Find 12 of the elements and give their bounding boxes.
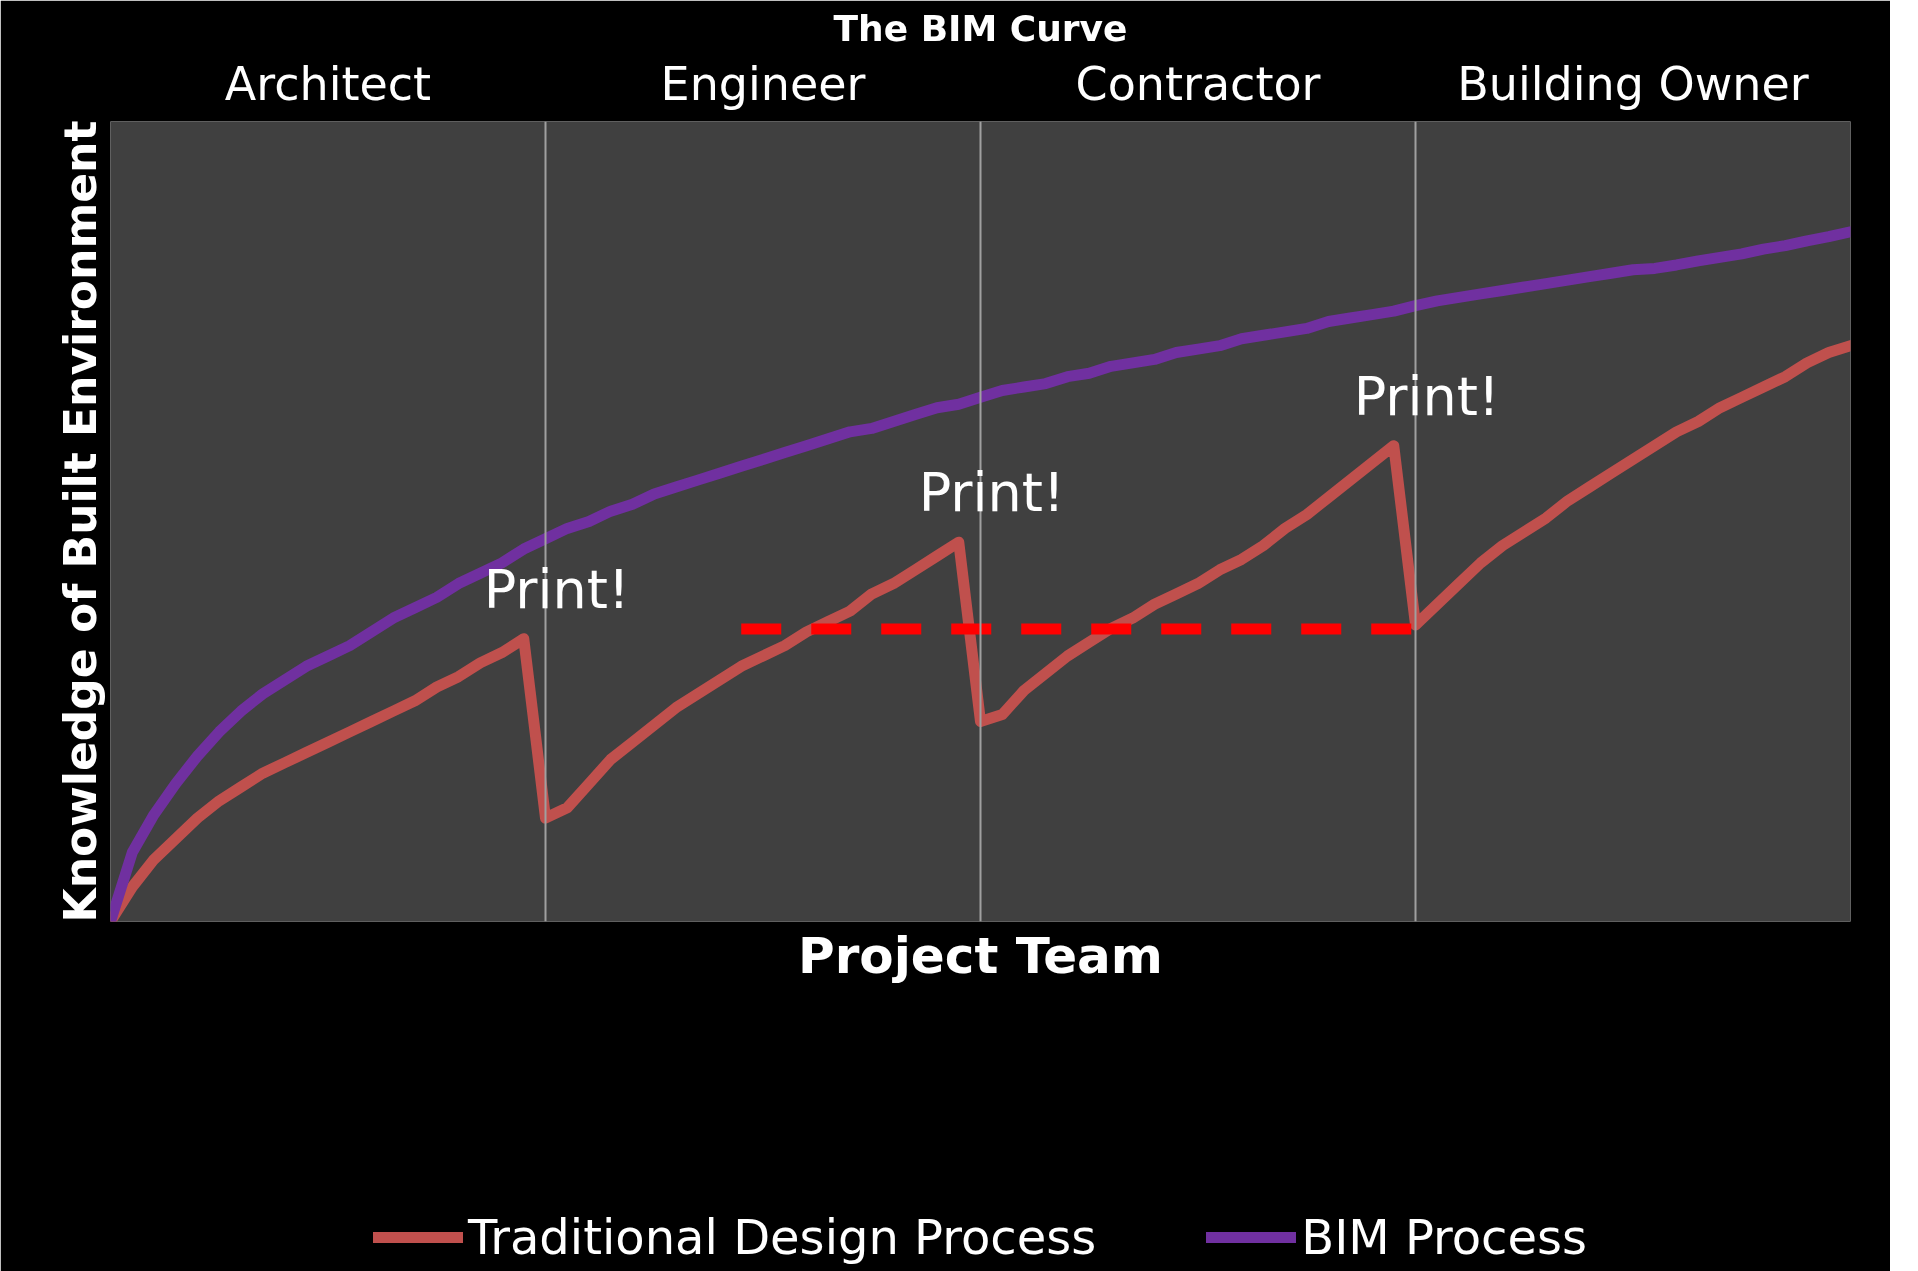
x-axis-title: Project Team bbox=[798, 926, 1163, 985]
x-tick-label: Engineer bbox=[660, 56, 866, 111]
legend-label: Traditional Design Process bbox=[467, 1209, 1097, 1265]
annotation: Print! bbox=[483, 557, 630, 621]
x-tick-label: Building Owner bbox=[1457, 56, 1809, 111]
chart-title: The BIM Curve bbox=[833, 7, 1128, 49]
x-tick-label: Contractor bbox=[1075, 56, 1321, 111]
legend-label: BIM Process bbox=[1301, 1209, 1588, 1265]
y-axis-title: Knowledge of Built Environment bbox=[54, 120, 106, 923]
x-tick-label: Architect bbox=[224, 56, 432, 111]
annotation: Print! bbox=[1353, 364, 1500, 428]
annotation: Print! bbox=[918, 461, 1065, 525]
